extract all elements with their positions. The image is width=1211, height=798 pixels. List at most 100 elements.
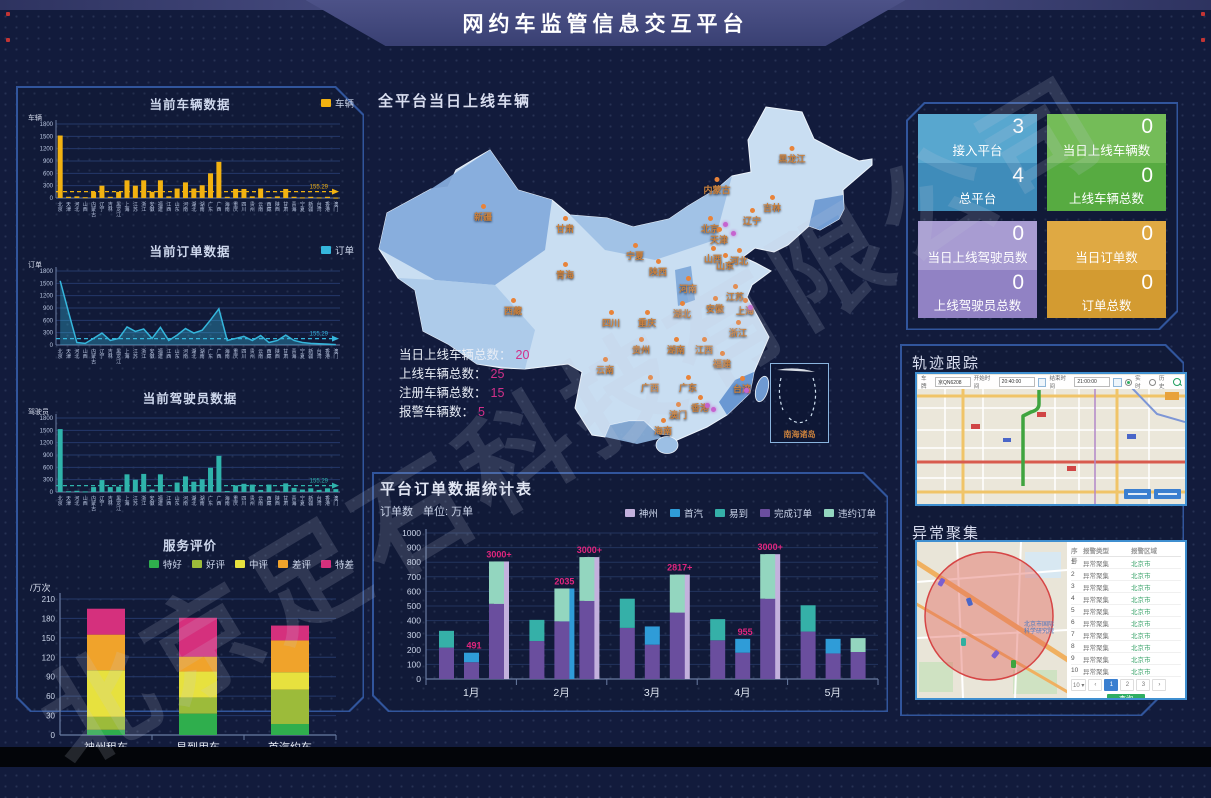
province-marker-吉林: 吉林 — [763, 195, 781, 214]
svg-text:河南: 河南 — [183, 495, 188, 507]
province-name: 内蒙古 — [703, 185, 731, 195]
svg-text:澳门: 澳门 — [333, 495, 338, 507]
corner-decor-dot — [6, 12, 10, 16]
plate-input[interactable]: 京QN6208 — [934, 377, 971, 387]
alert-dot — [723, 222, 728, 227]
gathering-action-button[interactable]: 查询 — [1107, 694, 1145, 698]
svg-text:山西: 山西 — [83, 348, 88, 360]
table-row[interactable]: 6 异常聚集 北京市 — [1071, 617, 1181, 629]
province-name: 海南 — [653, 426, 673, 436]
gathering-map-svg[interactable]: 北京市国际科学研究院 — [917, 542, 1067, 698]
svg-text:3000+: 3000+ — [758, 542, 783, 552]
province-marker-广东: 广东 — [679, 375, 697, 394]
table-row[interactable]: 9 异常聚集 北京市 — [1071, 653, 1181, 665]
province-marker-内蒙古: 内蒙古 — [703, 177, 731, 196]
svg-text:辽宁: 辽宁 — [99, 201, 104, 213]
svg-text:陕西: 陕西 — [275, 201, 280, 213]
stat-card-half: 0 订单总数 — [1047, 269, 1166, 318]
prev-page-button[interactable]: ‹ — [1088, 679, 1103, 691]
svg-text:600: 600 — [407, 586, 421, 596]
history-radio[interactable] — [1149, 378, 1157, 386]
province-dot — [707, 216, 713, 221]
alert-dot — [748, 305, 753, 310]
table-row[interactable]: 4 异常聚集 北京市 — [1071, 593, 1181, 605]
search-icon[interactable] — [1173, 378, 1181, 386]
svg-text:新疆: 新疆 — [308, 348, 313, 360]
svg-text:0: 0 — [51, 731, 56, 740]
province-dot — [679, 301, 685, 306]
table-row[interactable]: 7 异常聚集 北京市 — [1071, 629, 1181, 641]
chart-title: 当前车辆数据 — [149, 98, 231, 112]
stat-label: 当日订单数 — [1075, 250, 1138, 265]
table-row[interactable]: 10 异常聚集 北京市 — [1071, 665, 1181, 677]
province-dot — [685, 375, 691, 380]
stat-card: 0 当日订单数 0 订单总数 — [1047, 221, 1166, 318]
svg-text:500: 500 — [407, 601, 421, 611]
svg-text:澳门: 澳门 — [333, 348, 338, 360]
tracking-map-button[interactable] — [1124, 489, 1151, 499]
svg-text:1200: 1200 — [40, 294, 54, 300]
province-marker-西藏: 西藏 — [504, 298, 522, 317]
tracking-map[interactable]: 车牌 京QN6208 开始时间 20:40:00 结束时间 21:00:00 实… — [915, 372, 1187, 506]
tracking-map-button[interactable] — [1154, 489, 1181, 499]
region-neimenggu — [570, 176, 732, 260]
stat-value: 0 — [1141, 222, 1153, 245]
service-legend: 特好 好评 中评 差评 特差 — [18, 557, 354, 571]
province-name: 江西 — [694, 345, 714, 355]
table-row[interactable]: 3 异常聚集 北京市 — [1071, 581, 1181, 593]
svg-text:河北: 河北 — [74, 348, 79, 360]
svg-text:台湾: 台湾 — [317, 201, 322, 213]
province-name: 甘肃 — [555, 224, 575, 234]
province-dot — [722, 253, 728, 258]
province-dot — [735, 320, 741, 325]
svg-text:甘肃: 甘肃 — [283, 495, 288, 507]
svg-text:河北: 河北 — [74, 495, 79, 507]
svg-text:吉林: 吉林 — [108, 201, 113, 213]
table-row[interactable]: 5 异常聚集 北京市 — [1071, 605, 1181, 617]
end-time-input[interactable]: 21:00:00 — [1074, 377, 1111, 387]
table-row[interactable]: 8 异常聚集 北京市 — [1071, 641, 1181, 653]
china-map: 新疆 甘肃 青海 宁夏 陕西 山西 河北 北京 天津 辽宁 吉林 黑龙江 内蒙古 山东 河南 江苏 安徽 上海 湖北… — [375, 100, 880, 475]
page-button-1[interactable]: 1 — [1104, 679, 1119, 691]
region-guangxi — [605, 421, 662, 444]
start-time-input[interactable]: 20:40:00 — [998, 377, 1035, 387]
province-name: 湖北 — [672, 309, 692, 319]
svg-text:驾驶员: 驾驶员 — [28, 407, 49, 416]
page-button-2[interactable]: 2 — [1120, 679, 1135, 691]
calendar-icon[interactable] — [1113, 377, 1123, 387]
province-marker-安徽: 安徽 — [706, 296, 724, 315]
calendar-icon[interactable] — [1037, 377, 1047, 387]
platform-orders-chart: 0 100 200 300 400 500 600 700 800 900 1000 491 3000+… — [402, 528, 879, 699]
svg-text:青海: 青海 — [292, 495, 297, 507]
province-dot — [769, 195, 775, 200]
province-name: 贵州 — [631, 345, 651, 355]
alert-dot — [705, 403, 710, 408]
stat-cards: 3 接入平台 4 总平台 0 当日上线车辆数 0 上线车辆总数 0 当日上线驾驶员数 0 上线驾驶员总… — [918, 114, 1166, 318]
svg-text:湖北: 湖北 — [191, 348, 196, 360]
svg-text:5月: 5月 — [825, 687, 841, 699]
province-marker-海南: 海南 — [654, 418, 672, 437]
footer-band — [0, 747, 1211, 767]
south-sea-dashes — [777, 368, 817, 424]
svg-text:西藏: 西藏 — [266, 496, 271, 507]
svg-text:300: 300 — [43, 184, 54, 190]
chart-title: 服务评价 — [162, 539, 217, 553]
legend-item: 好评 — [191, 557, 225, 571]
svg-text:福建: 福建 — [158, 201, 163, 213]
gathering-title: 异常聚集 — [912, 525, 981, 542]
svg-text:1500: 1500 — [40, 428, 54, 434]
svg-text:浙江: 浙江 — [141, 348, 146, 360]
svg-text:江苏: 江苏 — [133, 495, 138, 507]
page-button-3[interactable]: 3 — [1136, 679, 1151, 691]
province-name: 浙江 — [728, 328, 748, 338]
table-row[interactable]: 1 异常聚集 北京市 — [1071, 557, 1181, 569]
end-time-label: 结束时间 — [1049, 376, 1066, 390]
svg-text:180: 180 — [42, 614, 56, 623]
stat-label: 当日上线驾驶员数 — [927, 250, 1028, 265]
next-page-button[interactable]: › — [1152, 679, 1167, 691]
table-row[interactable]: 2 异常聚集 北京市 — [1071, 569, 1181, 581]
realtime-radio[interactable] — [1125, 378, 1133, 386]
page-size-select[interactable]: 10 ▾ — [1071, 679, 1087, 691]
legend-swatch — [823, 509, 834, 517]
